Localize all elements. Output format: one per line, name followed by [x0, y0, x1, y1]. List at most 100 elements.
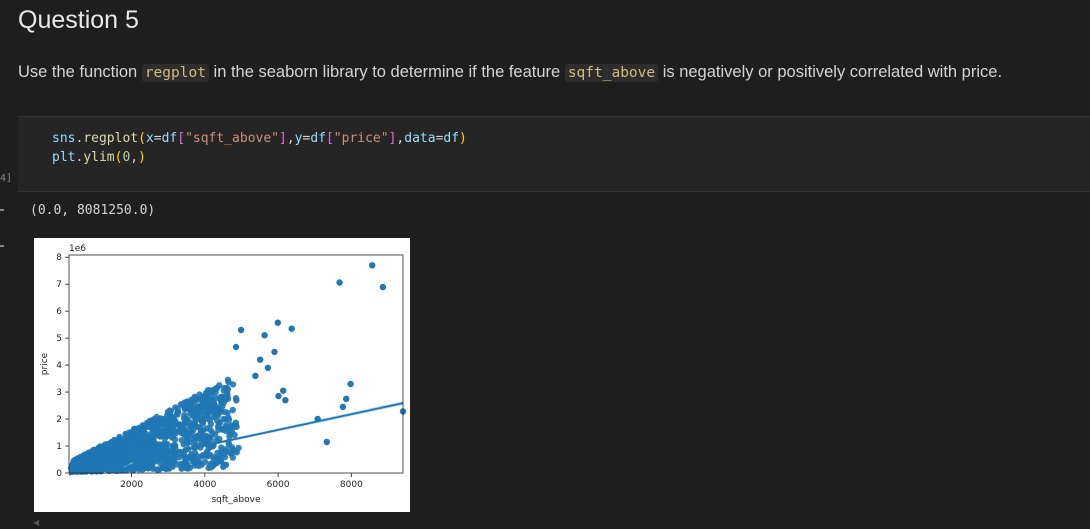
scatter-point	[339, 403, 347, 411]
y-tick-label: 0	[56, 469, 62, 479]
scatter-point	[121, 466, 128, 473]
question-description: Use the function regplot in the seaborn …	[18, 63, 1002, 82]
scatter-point	[140, 441, 147, 448]
scatter-point	[106, 454, 113, 461]
scatter-points	[68, 262, 407, 475]
scatter-point	[153, 413, 160, 421]
scatter-point	[187, 399, 195, 407]
scatter-point	[379, 283, 387, 291]
scatter-point	[275, 392, 282, 400]
scatter-point	[191, 421, 199, 428]
y-tick-label: 8	[56, 253, 62, 263]
scatter-point	[232, 395, 240, 402]
scatter-point	[214, 449, 221, 456]
scatter-point	[183, 461, 191, 468]
scatter-point	[257, 356, 264, 363]
scatter-point	[264, 364, 272, 371]
scatter-point	[323, 438, 330, 446]
scatter-point	[166, 465, 173, 472]
scatter-point	[128, 429, 135, 437]
scatter-point	[114, 467, 121, 474]
scatter-point	[200, 433, 207, 441]
code-line-1: sns.regplot(x=df["sqft_above"],y=df["pri…	[52, 131, 467, 146]
scatter-point	[142, 447, 150, 454]
scatter-point	[225, 416, 233, 423]
y-tick-label: 5	[56, 334, 62, 344]
scatter-point	[134, 445, 141, 452]
scatter-point	[369, 262, 376, 269]
scatter-point	[218, 444, 225, 451]
question-heading: Question 5	[18, 6, 139, 34]
scatter-point	[220, 451, 227, 458]
scatter-point	[224, 376, 232, 383]
scatter-point	[119, 453, 126, 460]
scatter-point	[336, 279, 343, 286]
scatter-point	[261, 332, 268, 339]
regression-line	[68, 402, 404, 476]
scatter-point	[213, 459, 221, 466]
scatter-point	[131, 451, 138, 458]
scatter-point	[195, 462, 202, 469]
scatter-point	[206, 451, 214, 458]
scatter-point	[117, 447, 125, 454]
scatter-point	[77, 460, 84, 468]
scatter-point	[199, 418, 207, 425]
y-tick-label: 7	[56, 280, 62, 290]
inline-code-sqft-above: sqft_above	[564, 64, 659, 82]
scatter-point	[113, 439, 121, 447]
scatter-point	[192, 437, 199, 445]
scatter-point	[233, 423, 240, 431]
scroll-left-arrow[interactable]: ◀	[33, 518, 40, 527]
scatter-point	[218, 398, 225, 405]
scatter-point	[199, 452, 206, 459]
scatter-point	[182, 416, 189, 423]
scatter-point	[207, 426, 214, 434]
y-tick-label: 6	[56, 307, 62, 317]
description-text-1: Use the function	[18, 63, 142, 81]
scatter-point	[209, 387, 217, 394]
y-tick-label: 4	[56, 361, 62, 371]
scatter-point	[282, 397, 289, 404]
scatter-point	[227, 422, 235, 429]
regplot-chart: 2000 4000 6000 8000 0 1 2 3 4 5 6 7 8 1e6 sqft_above…	[40, 244, 407, 505]
execution-count: 4]	[0, 173, 13, 184]
scatter-point	[154, 466, 161, 473]
scatter-point	[130, 466, 137, 473]
description-text-3: is negatively or positively correlated w…	[658, 63, 1003, 81]
x-tick-label: 8000	[340, 480, 363, 490]
scatter-point	[199, 398, 206, 405]
scatter-point	[137, 434, 145, 442]
scatter-point	[120, 435, 128, 443]
scatter-point	[204, 412, 211, 419]
scatter-point	[158, 431, 165, 438]
inline-code-regplot: regplot	[141, 64, 209, 82]
scatter-point	[213, 395, 220, 402]
scatter-point	[165, 424, 172, 432]
scatter-point	[215, 426, 222, 433]
scatter-point	[151, 445, 159, 452]
cell-output-text: (0.0, 8081250.0)	[30, 203, 156, 218]
code-cell[interactable]: sns.regplot(x=df["sqft_above"],y=df["pri…	[18, 116, 1090, 192]
scatter-point	[163, 412, 171, 419]
scatter-point	[175, 408, 182, 416]
scatter-point	[152, 420, 159, 427]
scatter-point	[210, 400, 218, 407]
scatter-point	[187, 410, 194, 417]
scatter-point	[159, 421, 166, 428]
scatter-point	[103, 441, 111, 448]
y-tick-label: 2	[56, 415, 62, 425]
scatter-point	[343, 395, 350, 402]
output-collapse-marker-2[interactable]	[0, 245, 4, 247]
output-collapse-marker[interactable]	[0, 209, 4, 211]
description-text-2: in the seaborn library to determine if t…	[208, 63, 565, 81]
scatter-point	[215, 421, 222, 428]
scatter-point	[288, 325, 295, 332]
code-line-2: plt.ylim(0,)	[52, 150, 146, 165]
scatter-point	[169, 431, 176, 438]
scatter-point	[182, 427, 189, 434]
scatter-point	[231, 431, 238, 439]
code-editor[interactable]: sns.regplot(x=df["sqft_above"],y=df["pri…	[52, 129, 467, 167]
y-axis-label: price	[40, 352, 50, 375]
axes: 2000 4000 6000 8000 0 1 2 3 4 5 6 7 8	[56, 253, 363, 490]
scatter-point	[170, 453, 177, 460]
